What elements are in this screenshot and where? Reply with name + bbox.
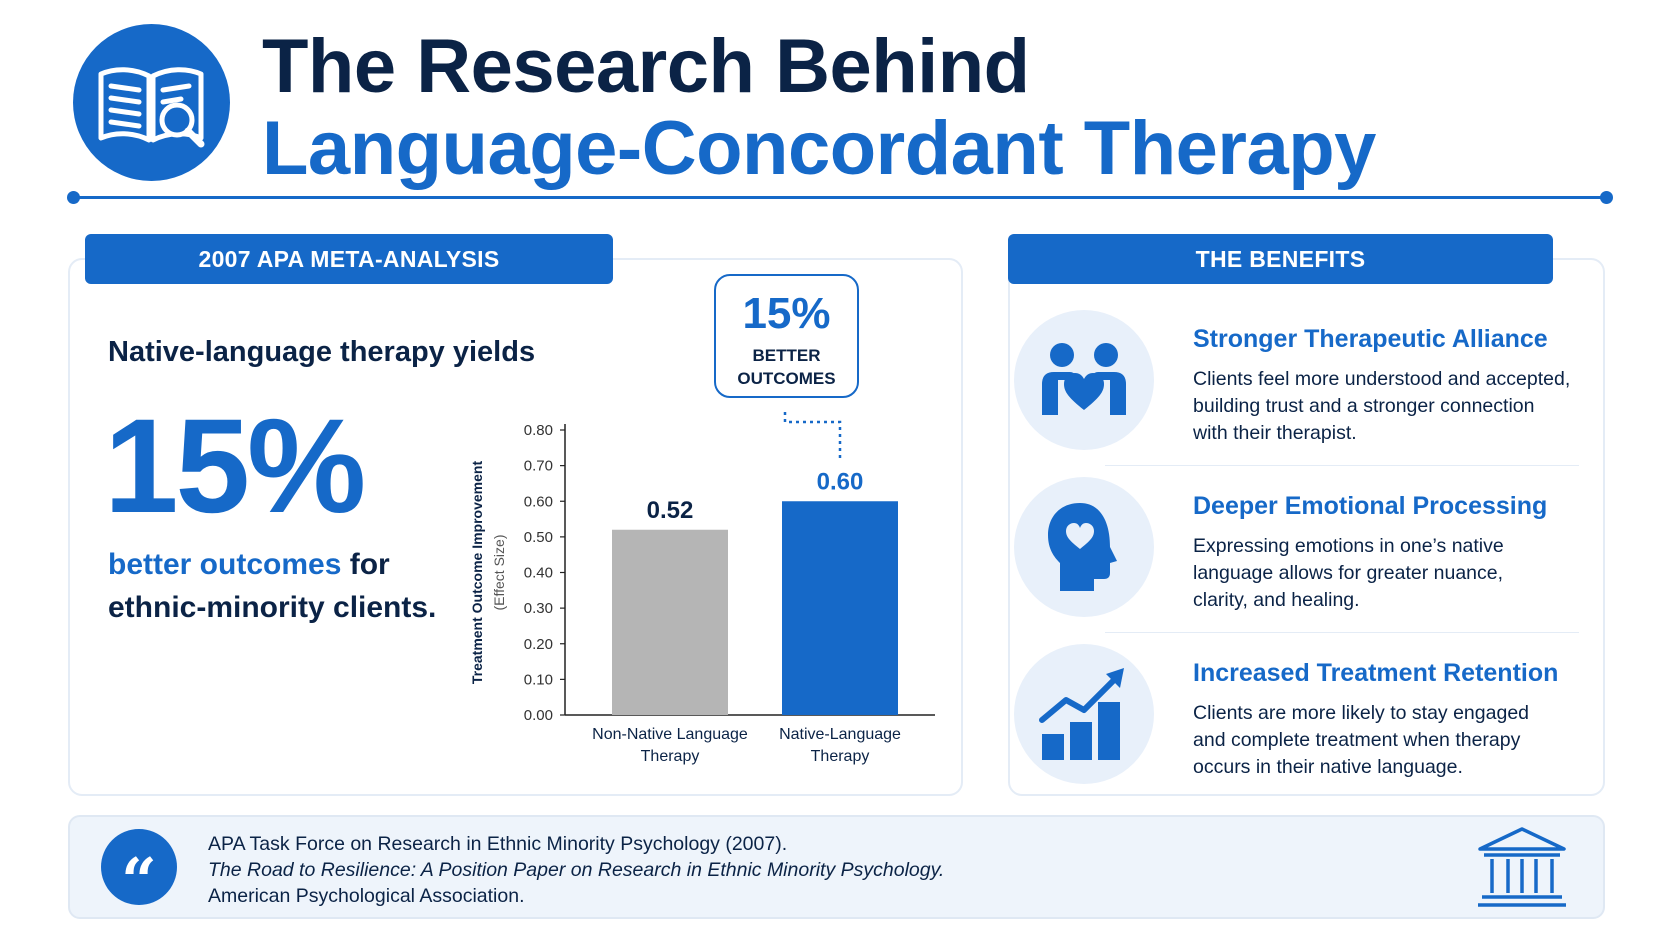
x-category-label: Non-Native Language: [592, 726, 748, 743]
callout-connector: [783, 410, 842, 462]
page-title-line2: Language-Concordant Therapy: [262, 106, 1376, 191]
benefit-retention: Increased Treatment Retention Clients ar…: [1008, 644, 1605, 794]
x-category-label: Therapy: [811, 748, 870, 765]
benefit-desc-line: Clients are more likely to stay engaged: [1193, 702, 1530, 724]
benefit-separator: [1105, 632, 1579, 633]
outcome-highlight: better outcomes: [108, 548, 342, 581]
bar-2: [782, 501, 898, 715]
benefit-icon-circle: [1014, 644, 1154, 784]
y-tick-label: 0.80: [524, 422, 553, 439]
benefit-desc-line: with their therapist.: [1193, 422, 1357, 444]
callout-percent: 15%: [742, 289, 831, 338]
y-tick-label: 0.20: [524, 636, 553, 653]
benefit-icon-circle: [1014, 477, 1154, 617]
outcome-for: for: [341, 548, 390, 581]
benefit-title: Increased Treatment Retention: [1193, 659, 1559, 687]
growth-chart-icon: [1039, 668, 1124, 760]
x-category-label: Native-Language: [779, 726, 901, 743]
benefit-desc-line: Expressing emotions in one’s native: [1193, 535, 1504, 557]
quote-icon: “: [101, 829, 177, 917]
bar-1: [612, 529, 728, 715]
benefit-desc-line: building trust and a stronger connection: [1193, 395, 1535, 417]
logo-badge: [73, 24, 230, 181]
citation: APA Task Force on Research in Ethnic Min…: [208, 831, 944, 909]
book-magnifier-icon: [98, 67, 205, 148]
benefit-desc-line: Clients feel more understood and accepte…: [1193, 368, 1571, 390]
big-stat: 15%: [104, 392, 366, 541]
bar-value-label: 0.60: [817, 468, 864, 495]
quote-glyph: “: [121, 844, 157, 917]
meta-analysis-tab: 2007 APA META-ANALYSIS: [85, 234, 613, 284]
benefit-description: Expressing emotions in one’s native lang…: [1193, 533, 1593, 614]
callout-text: BETTER OUTCOMES: [716, 344, 857, 390]
citation-line2: The Road to Resilience: A Position Paper…: [208, 859, 945, 881]
y-tick-label: 0.50: [524, 529, 553, 546]
y-tick-label: 0.60: [524, 493, 553, 510]
page-title-line1: The Research Behind: [262, 24, 1030, 109]
divider-dot-right: [1600, 191, 1613, 204]
benefit-desc-line: clarity, and healing.: [1193, 589, 1360, 611]
people-heart-icon: [1042, 343, 1126, 415]
citation-line1: APA Task Force on Research in Ethnic Min…: [208, 833, 788, 855]
institution-building-icon: [1478, 827, 1566, 907]
citation-footer: “ APA Task Force on Research in Ethnic M…: [68, 815, 1605, 919]
benefit-description: Clients feel more understood and accepte…: [1193, 366, 1593, 447]
yields-text: Native-language therapy yields: [108, 336, 536, 368]
callout-line1: BETTER: [752, 346, 821, 365]
callout-line2: OUTCOMES: [737, 369, 836, 388]
benefit-title: Stronger Therapeutic Alliance: [1193, 325, 1548, 353]
y-tick-label: 0.00: [524, 707, 553, 724]
benefit-desc-line: language allows for greater nuance,: [1193, 562, 1504, 584]
y-axis-label: Treatment Outcome Improvement: [469, 461, 485, 685]
benefit-alliance: Stronger Therapeutic Alliance Clients fe…: [1008, 310, 1605, 460]
y-tick-label: 0.10: [524, 671, 553, 688]
benefit-emotional: Deeper Emotional Processing Expressing e…: [1008, 477, 1605, 627]
bar-chart: 0.00 0.10 0.20 0.30 0.40 0.50 0.60 0.70 0.80 Trea…: [469, 410, 935, 765]
outcome-text-line2: ethnic-minority clients.: [108, 591, 437, 624]
benefits-tab: THE BENEFITS: [1008, 234, 1553, 284]
header-divider: [73, 196, 1607, 199]
outcome-text-line1: better outcomes for: [108, 548, 390, 582]
bar-value-label: 0.52: [647, 497, 694, 524]
benefit-title: Deeper Emotional Processing: [1193, 492, 1548, 520]
callout-box: 15% BETTER OUTCOMES: [714, 274, 859, 398]
head-heart-icon: [1048, 503, 1117, 591]
y-tick-label: 0.40: [524, 565, 553, 582]
y-tick-label: 0.70: [524, 458, 553, 475]
benefit-desc-line: occurs in their native language.: [1193, 756, 1463, 778]
benefit-separator: [1105, 465, 1579, 466]
benefit-desc-line: and complete treatment when therapy: [1193, 729, 1521, 751]
benefit-description: Clients are more likely to stay engaged …: [1193, 700, 1593, 781]
x-category-label: Therapy: [641, 748, 700, 765]
citation-line3: American Psychological Association.: [208, 885, 525, 907]
divider-dot-left: [67, 191, 80, 204]
benefit-icon-circle: [1014, 310, 1154, 450]
y-tick-label: 0.30: [524, 600, 553, 617]
y-axis-sublabel: (Effect Size): [491, 535, 507, 611]
